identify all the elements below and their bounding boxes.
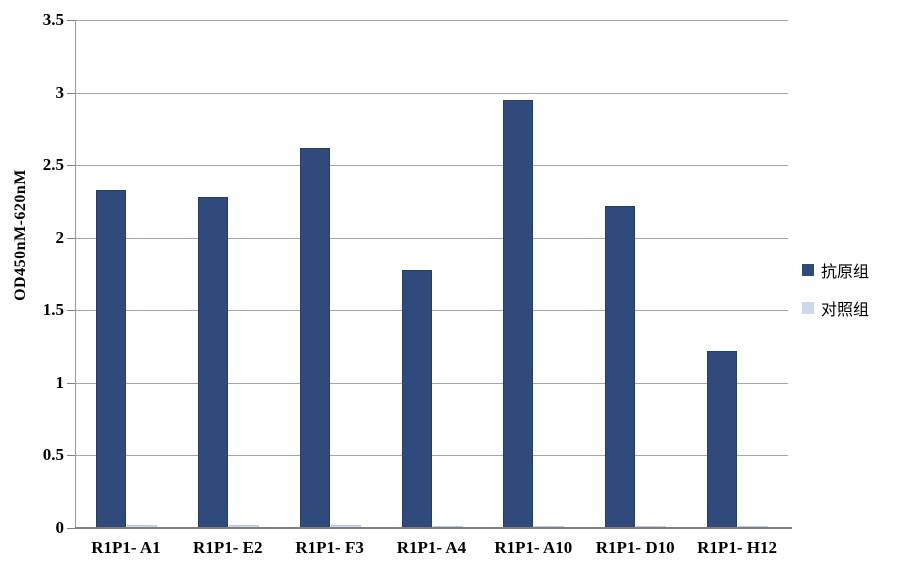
x-tick-label: R1P1- A10	[494, 538, 573, 557]
bar-antigen-group-7	[707, 350, 738, 528]
y-tick-1.5	[67, 310, 75, 312]
y-tick-label: 1.5	[42, 300, 64, 320]
x-tick-label: R1P1- E2	[193, 538, 263, 557]
bar-antigen-group-3	[299, 147, 330, 528]
gridline-0.5	[75, 455, 788, 457]
bar-control-group-1	[126, 525, 157, 528]
legend-item-antigen-group: 抗原组	[802, 258, 869, 282]
bar-antigen-group-6	[605, 205, 636, 528]
gridline-1.5	[75, 310, 788, 312]
y-tick-1	[67, 382, 75, 384]
x-tick-label: R1P1- D10	[595, 538, 675, 557]
gridline-3	[75, 92, 788, 94]
legend-swatch-control-group-icon	[802, 302, 814, 314]
bar-control-group-3	[330, 525, 361, 528]
gridline-3.5	[75, 20, 788, 21]
y-tick-2.5	[67, 165, 75, 167]
x-tick-label: R1P1- A4	[396, 538, 467, 557]
y-tick-0.5	[67, 455, 75, 457]
gridline-1	[75, 382, 788, 384]
bar-control-group-2	[228, 525, 259, 528]
y-tick-label: 2	[55, 227, 65, 247]
y-tick-0	[67, 528, 75, 529]
y-axis-line	[75, 20, 76, 528]
y-tick-2	[67, 237, 75, 239]
y-tick-label: 0	[55, 518, 65, 537]
y-tick-label: 0.5	[42, 445, 64, 465]
bar-antigen-group-2	[197, 197, 228, 528]
x-tick-label: R1P1- H12	[697, 538, 777, 557]
y-tick-label: 3.5	[42, 10, 64, 29]
gridline-2	[75, 237, 788, 239]
legend-item-control-group: 对照组	[802, 296, 869, 320]
legend-swatch-antigen-group-icon	[802, 264, 814, 276]
y-tick-3	[67, 92, 75, 94]
bar-antigen-group-1	[95, 189, 126, 528]
y-tick-label: 1	[55, 372, 65, 392]
x-tick-label: R1P1- F3	[295, 538, 364, 557]
legend: 抗原组 对照组	[802, 258, 869, 334]
legend-label-antigen-group: 抗原组	[821, 264, 870, 281]
gridline-2.5	[75, 165, 788, 167]
bar-antigen-group-4	[401, 269, 432, 528]
bar-antigen-group-5	[503, 99, 534, 528]
x-axis-line	[75, 527, 792, 529]
y-tick-label: 3	[55, 82, 65, 102]
y-tick-3.5	[67, 20, 75, 21]
legend-label-control-group: 对照组	[821, 302, 870, 319]
y-tick-label: 2.5	[42, 155, 64, 175]
x-tick-label: R1P1- A1	[91, 538, 161, 557]
